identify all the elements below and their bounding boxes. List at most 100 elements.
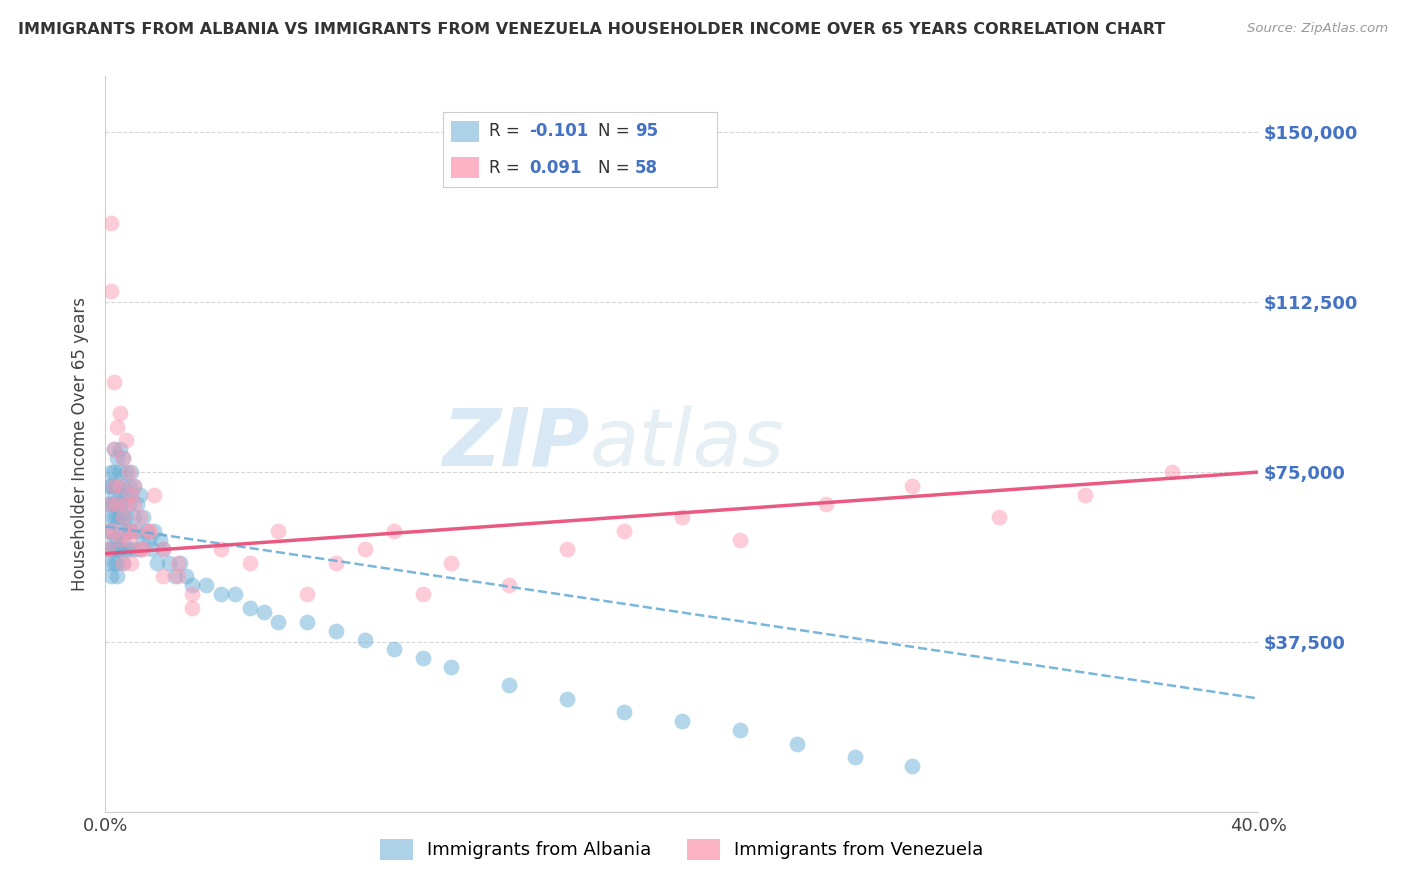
Point <box>103 497 125 511</box>
Point <box>117 497 139 511</box>
Point <box>97 524 120 538</box>
Point <box>411 587 433 601</box>
Point <box>135 524 157 538</box>
Point <box>209 587 232 601</box>
Point <box>209 542 232 557</box>
Point <box>253 606 276 620</box>
Point <box>103 533 125 547</box>
Text: IMMIGRANTS FROM ALBANIA VS IMMIGRANTS FROM VENEZUELA HOUSEHOLDER INCOME OVER 65 : IMMIGRANTS FROM ALBANIA VS IMMIGRANTS FR… <box>18 22 1166 37</box>
Point <box>100 510 122 524</box>
Point <box>124 478 146 492</box>
Point <box>105 497 128 511</box>
Point <box>120 488 142 502</box>
Point <box>111 451 134 466</box>
Point <box>124 497 146 511</box>
Point <box>120 556 142 570</box>
Point <box>267 615 290 629</box>
Point <box>354 632 377 647</box>
Point <box>103 442 125 457</box>
Point <box>108 497 131 511</box>
Point <box>103 478 125 492</box>
Point <box>152 542 174 557</box>
Point <box>111 533 134 547</box>
Point <box>901 478 924 492</box>
Point <box>728 533 751 547</box>
Text: N =: N = <box>598 122 634 140</box>
Point <box>267 524 290 538</box>
Point <box>555 691 578 706</box>
Point <box>105 419 128 434</box>
Point <box>105 533 128 547</box>
Point <box>152 542 174 557</box>
Point <box>180 578 204 592</box>
Point <box>120 524 142 538</box>
Point <box>166 556 188 570</box>
Point <box>440 660 463 674</box>
Point <box>297 615 319 629</box>
Text: 95: 95 <box>636 122 658 140</box>
Point <box>239 601 262 615</box>
Point <box>97 497 120 511</box>
Point <box>141 542 163 557</box>
Text: 0.091: 0.091 <box>529 159 582 177</box>
Point <box>195 578 218 592</box>
Text: R =: R = <box>489 122 526 140</box>
Point <box>129 542 152 557</box>
Point <box>97 478 120 492</box>
Point <box>613 705 636 719</box>
Point <box>100 497 122 511</box>
Point <box>108 478 131 492</box>
Point <box>114 434 136 448</box>
Text: -0.101: -0.101 <box>529 122 589 140</box>
Point <box>132 533 155 547</box>
Point <box>146 556 169 570</box>
Point <box>108 488 131 502</box>
Point <box>103 478 125 492</box>
Point <box>354 542 377 557</box>
Point <box>129 542 152 557</box>
Point <box>297 587 319 601</box>
Point <box>108 533 131 547</box>
Point <box>103 375 125 389</box>
Point <box>127 497 149 511</box>
Text: R =: R = <box>489 159 526 177</box>
Point <box>1074 488 1097 502</box>
Point <box>728 723 751 738</box>
Point <box>180 601 204 615</box>
Point <box>117 542 139 557</box>
Point <box>103 442 125 457</box>
Point <box>815 497 838 511</box>
Point <box>498 578 520 592</box>
Point <box>100 216 122 230</box>
FancyBboxPatch shape <box>451 157 478 178</box>
Point <box>100 465 122 479</box>
Point <box>114 524 136 538</box>
Point <box>111 478 134 492</box>
Point <box>105 497 128 511</box>
Text: N =: N = <box>598 159 634 177</box>
Point <box>143 524 166 538</box>
Point <box>105 569 128 583</box>
Point <box>108 465 131 479</box>
Point <box>97 524 120 538</box>
Point <box>325 624 347 638</box>
Point <box>117 533 139 547</box>
Point <box>114 465 136 479</box>
Point <box>988 510 1011 524</box>
Point <box>108 406 131 420</box>
Point <box>105 451 128 466</box>
Point <box>671 510 693 524</box>
Point <box>100 497 122 511</box>
Point <box>180 587 204 601</box>
Point <box>844 750 866 764</box>
Point <box>100 569 122 583</box>
Text: 58: 58 <box>636 159 658 177</box>
Point <box>103 524 125 538</box>
Point <box>117 465 139 479</box>
Point <box>138 533 160 547</box>
Point <box>111 556 134 570</box>
Point <box>114 542 136 557</box>
Legend: Immigrants from Albania, Immigrants from Venezuela: Immigrants from Albania, Immigrants from… <box>371 830 993 869</box>
Point <box>103 465 125 479</box>
Point <box>440 556 463 570</box>
